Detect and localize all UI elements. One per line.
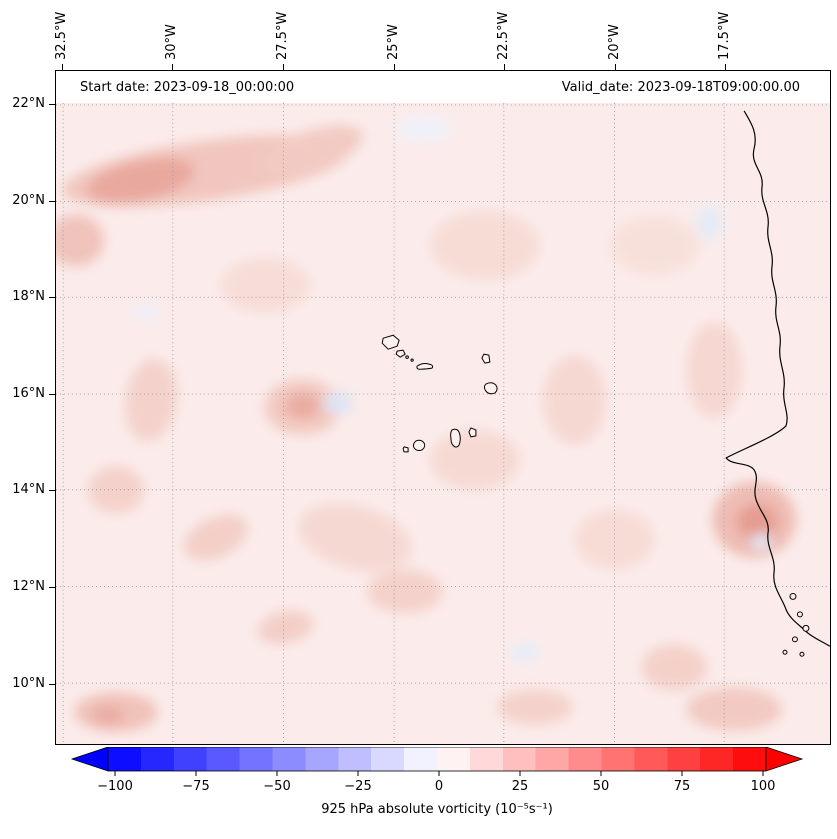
vorticity-shading xyxy=(56,117,796,733)
colorbar-tick-label: 75 xyxy=(673,779,691,794)
date-band: Start date: 2023-09-18_00:00:00 Valid_da… xyxy=(56,71,830,103)
lon-tick-mark xyxy=(615,64,616,70)
lon-tick-mark xyxy=(283,64,284,70)
lon-tick-mark xyxy=(172,64,173,70)
map-axes: Start date: 2023-09-18_00:00:00 Valid_da… xyxy=(55,70,831,745)
cape-verde-islands xyxy=(381,334,498,453)
map-canvas xyxy=(56,71,830,744)
colorbar-tick-label: −50 xyxy=(263,779,291,794)
start-date-label: Start date: 2023-09-18_00:00:00 xyxy=(80,79,295,95)
lon-tick-mark xyxy=(504,64,505,70)
colorbar-gradient-bar xyxy=(107,747,767,772)
lat-tick-mark xyxy=(49,587,55,588)
lat-tick-label: 12°N xyxy=(12,579,45,594)
coastal-islands xyxy=(782,592,810,657)
lat-tick-mark xyxy=(49,104,55,105)
lat-tick-label: 10°N xyxy=(12,676,45,691)
lon-tick-label: 32.5°W xyxy=(54,11,69,60)
colorbar-tick-label: −100 xyxy=(97,779,133,794)
colorbar-tick-label: −25 xyxy=(344,779,372,794)
lat-tick-label: 22°N xyxy=(12,96,45,111)
lat-tick-mark xyxy=(49,297,55,298)
colorbar-tick-label: 25 xyxy=(511,779,529,794)
lat-tick-mark xyxy=(49,201,55,202)
lat-tick-label: 16°N xyxy=(12,386,45,401)
lon-tick-label: 22.5°W xyxy=(496,11,511,60)
colorbar-max-arrow xyxy=(765,747,804,772)
lon-tick-label: 25°W xyxy=(386,24,401,60)
colorbar-axis-label: 925 hPa absolute vorticity (10⁻⁵s⁻¹) xyxy=(321,802,553,817)
lat-tick-label: 20°N xyxy=(12,193,45,208)
lon-tick-mark xyxy=(394,64,395,70)
valid-date-label: Valid_date: 2023-09-18T09:00:00.00 xyxy=(561,79,800,95)
lat-tick-label: 14°N xyxy=(12,482,45,497)
colorbar-tick-label: 0 xyxy=(434,779,444,794)
lon-tick-label: 30°W xyxy=(164,24,179,60)
colorbar xyxy=(70,747,804,776)
lon-tick-label: 17.5°W xyxy=(717,11,732,60)
lat-tick-mark xyxy=(49,490,55,491)
lat-tick-mark xyxy=(49,394,55,395)
lon-tick-label: 27.5°W xyxy=(275,11,290,60)
gridlines xyxy=(56,102,830,744)
colorbar-tick-label: 100 xyxy=(750,779,776,794)
lon-tick-label: 20°W xyxy=(607,24,622,60)
colorbar-tick-label: −75 xyxy=(182,779,210,794)
lon-tick-mark xyxy=(62,64,63,70)
lat-tick-label: 18°N xyxy=(12,289,45,304)
colorbar-tick-label: 50 xyxy=(592,779,610,794)
lon-tick-mark xyxy=(725,64,726,70)
africa-coastline xyxy=(725,110,830,647)
colorbar-tick-marks xyxy=(114,771,764,776)
colorbar-min-arrow xyxy=(70,747,109,772)
lat-tick-mark xyxy=(49,684,55,685)
